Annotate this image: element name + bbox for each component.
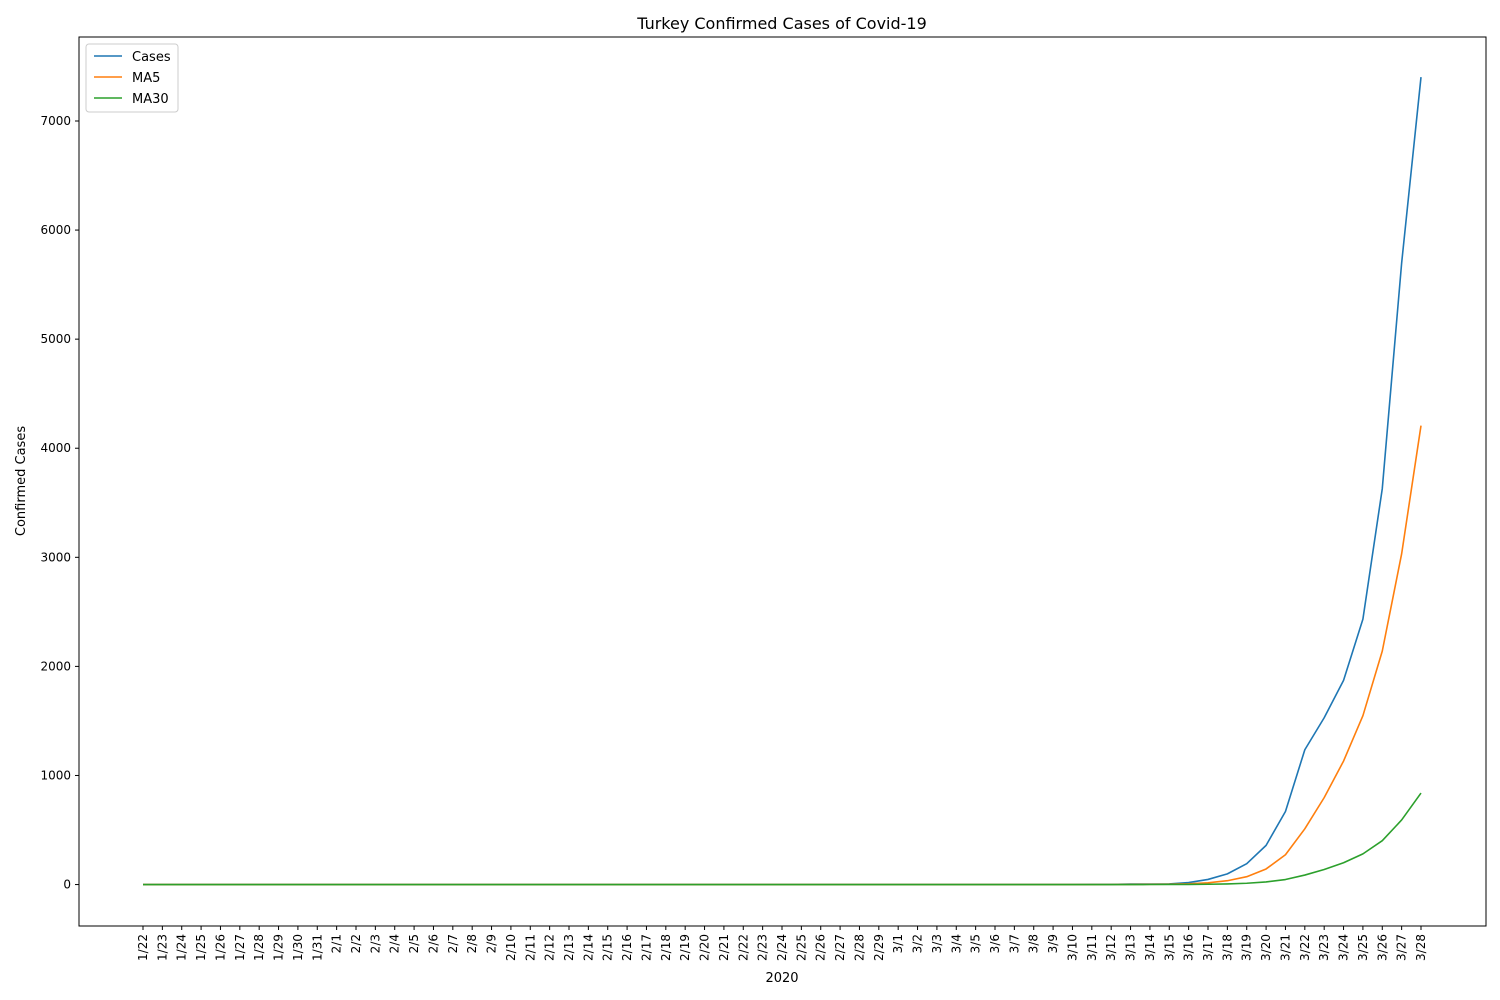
x-tick-label: 3/10	[1065, 934, 1079, 961]
x-tick-label: 2/27	[833, 934, 847, 961]
x-tick-label: 3/18	[1220, 934, 1234, 961]
x-tick-label: 1/29	[272, 934, 286, 961]
x-tick-label: 3/26	[1375, 934, 1389, 961]
x-tick-label: 2/18	[659, 934, 673, 961]
x-tick-label: 3/12	[1104, 934, 1118, 961]
x-tick-label: 1/25	[194, 934, 208, 961]
x-tick-label: 3/5	[969, 934, 983, 953]
x-tick-label: 2/3	[368, 934, 382, 953]
x-tick-label: 1/31	[310, 934, 324, 961]
x-tick-label: 2/2	[349, 934, 363, 953]
x-tick-label: 1/26	[213, 934, 227, 961]
x-tick-label: 2/25	[794, 934, 808, 961]
x-tick-label: 3/19	[1240, 934, 1254, 961]
legend-entry: Cases	[132, 50, 171, 65]
y-tick-label: 7000	[40, 114, 71, 128]
x-tick-label: 1/30	[291, 934, 305, 961]
x-tick-label: 2/26	[814, 934, 828, 961]
x-tick-label: 2/19	[678, 934, 692, 961]
x-tick-label: 1/27	[233, 934, 247, 961]
x-tick-label: 3/2	[911, 934, 925, 953]
x-tick-label: 1/24	[175, 934, 189, 961]
x-tick-label: 2/5	[407, 934, 421, 953]
x-tick-label: 2/15	[601, 934, 615, 961]
x-tick-label: 3/11	[1085, 934, 1099, 961]
series-line-ma30	[143, 792, 1422, 886]
x-tick-label: 1/23	[155, 934, 169, 961]
x-tick-label: 3/23	[1317, 934, 1331, 961]
y-tick-label: 6000	[40, 223, 71, 237]
x-tick-label: 3/3	[930, 934, 944, 953]
y-tick-label: 2000	[40, 659, 71, 673]
x-tick-label: 2/23	[756, 934, 770, 961]
x-tick-label: 3/9	[1046, 934, 1060, 953]
x-tick-label: 2/11	[523, 934, 537, 961]
x-tick-label: 1/28	[252, 934, 266, 961]
x-tick-label: 2/24	[775, 934, 789, 961]
x-tick-label: 2/22	[736, 934, 750, 961]
plot-area: 0 1000 2000 3000 4000 5000 6000 7000 1/22 1/23 1/2…	[40, 36, 1487, 961]
legend-box	[85, 43, 179, 113]
y-tick-label: 0	[63, 878, 71, 892]
chart-title: Turkey Confirmed Cases of Covid-19	[636, 14, 927, 33]
x-tick-label: 3/4	[949, 934, 963, 953]
x-tick-label: 2/7	[446, 934, 460, 953]
x-tick-label: 2/29	[872, 934, 886, 961]
x-tick-label: 2/6	[426, 934, 440, 953]
x-tick-label: 2/1	[330, 934, 344, 953]
x-tick-label: 2/9	[485, 934, 499, 953]
x-tick-label: 3/25	[1356, 934, 1370, 961]
y-tick-label: 3000	[40, 550, 71, 564]
x-tick-label: 3/27	[1395, 934, 1409, 961]
x-tick-label: 2/4	[388, 934, 402, 953]
x-tick-label: 3/8	[1027, 934, 1041, 953]
legend-entry: MA30	[132, 92, 169, 107]
x-tick-label: 3/16	[1182, 934, 1196, 961]
x-tick-label: 2/13	[562, 934, 576, 961]
x-tick-label: 3/6	[988, 934, 1002, 953]
x-tick-label: 3/22	[1298, 934, 1312, 961]
x-tick-label: 2/28	[852, 934, 866, 961]
x-tick-label: 2/8	[465, 934, 479, 953]
x-tick-label: 3/24	[1337, 934, 1351, 961]
x-tick-label: 2/14	[581, 934, 595, 961]
x-tick-label: 3/20	[1259, 934, 1273, 961]
x-tick-label: 2/17	[639, 934, 653, 961]
y-axis-label: Confirmed Cases	[14, 426, 29, 536]
x-tick-label: 2/10	[504, 934, 518, 961]
x-tick-label: 2/20	[698, 934, 712, 961]
legend-entry: MA5	[132, 71, 160, 86]
x-tick-label: 3/21	[1278, 934, 1292, 961]
x-tick-label: 3/15	[1162, 934, 1176, 961]
x-tick-label: 3/17	[1201, 934, 1215, 961]
y-tick-label: 1000	[40, 768, 71, 782]
x-tick-label: 3/7	[1007, 934, 1021, 953]
y-tick-label: 4000	[40, 441, 71, 455]
x-tick-label: 3/28	[1414, 934, 1428, 961]
x-tick-label: 1/22	[136, 934, 150, 961]
x-tick-label: 3/1	[891, 934, 905, 953]
y-tick-label: 5000	[40, 332, 71, 346]
x-tick-label: 3/13	[1124, 934, 1138, 961]
x-tick-label: 2/16	[620, 934, 634, 961]
x-axis-label: 2020	[765, 971, 798, 986]
x-tick-label: 2/21	[717, 934, 731, 961]
x-tick-label: 3/14	[1143, 934, 1157, 961]
x-tick-label: 2/12	[543, 934, 557, 961]
